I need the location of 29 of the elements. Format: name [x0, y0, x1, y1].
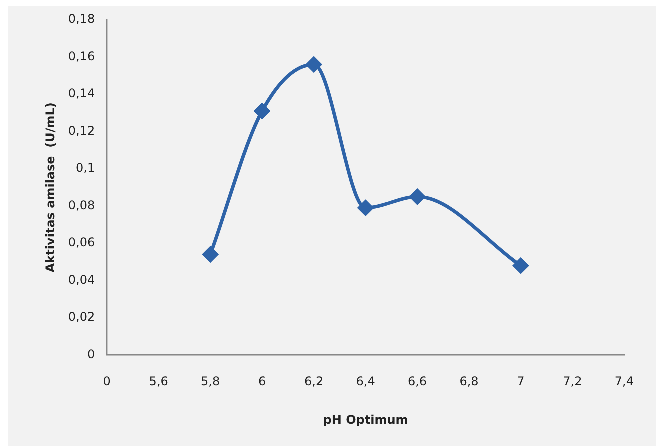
y-tick-label: 0,16 [68, 49, 96, 64]
x-tick-label: 5,6 [149, 374, 168, 389]
y-tick-label: 0,02 [68, 310, 96, 324]
y-tick-label: 0,18 [68, 12, 96, 26]
point [306, 56, 322, 72]
point [513, 258, 529, 274]
y-tick-label: 0,14 [68, 86, 96, 101]
x-tick-label: 7,4 [614, 374, 634, 389]
y-tick-label: 0,12 [68, 124, 96, 138]
y-tick-label: 0,04 [68, 272, 96, 287]
x-tick-label: 5,8 [201, 374, 220, 389]
y-tick-label: 0,08 [68, 198, 96, 212]
x-tick-label: 7 [517, 374, 525, 389]
point [410, 189, 426, 205]
y-tick-label: 0,06 [68, 236, 96, 250]
x-axis-title: pH Optimum [323, 412, 408, 427]
y-tick-label: 0,1 [76, 161, 96, 176]
y-axis-title: Aktivitas amilase (U/mL) [43, 102, 58, 273]
x-tick-label: 6 [258, 374, 266, 389]
x-tick-label: 0 [103, 374, 111, 389]
x-tick-label: 6,2 [304, 374, 324, 389]
point [254, 104, 270, 119]
x-tick-label: 6,8 [460, 374, 479, 389]
x-tick-label: 6,6 [408, 374, 428, 389]
x-tick-label: 7,2 [563, 374, 582, 389]
point [358, 200, 374, 216]
point [202, 246, 218, 262]
y-tick-label: 0 [87, 347, 96, 362]
x-tick-label: 6,4 [356, 374, 376, 389]
